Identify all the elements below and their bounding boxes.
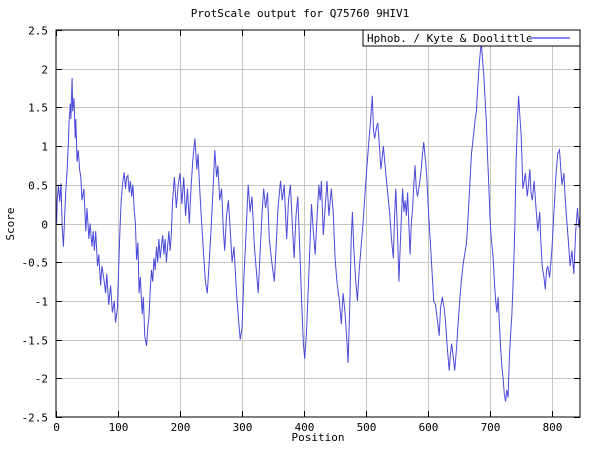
x-tick-label: 100 (109, 421, 129, 434)
y-tick-label: -2.5 (22, 412, 49, 425)
x-tick-label: 800 (543, 421, 563, 434)
y-tick-label: 1.5 (28, 102, 48, 115)
legend-label: Hphob. / Kyte & Doolittle (367, 32, 533, 45)
x-tick-label: 0 (53, 421, 60, 434)
y-tick-label: -1 (35, 296, 48, 309)
chart-title: ProtScale output for Q75760 9HIV1 (191, 7, 410, 20)
plot-border (55, 29, 581, 418)
y-tick-label: -1.5 (22, 335, 49, 348)
y-axis-label: Score (4, 207, 17, 240)
x-axis-label: Position (292, 431, 345, 444)
legend: Hphob. / Kyte & Doolittle (362, 29, 581, 47)
y-tick-label: 1 (41, 141, 48, 154)
y-tick-label: 2 (41, 64, 48, 77)
x-tick-label: 600 (419, 421, 439, 434)
y-tick-label: -0.5 (22, 257, 49, 270)
x-tick-label: 300 (233, 421, 253, 434)
y-tick-label: 2.5 (28, 25, 48, 38)
series-line-hphob-kyte-doolittle (56, 41, 581, 402)
tick-layer (56, 30, 580, 418)
x-tick-label: 200 (171, 421, 191, 434)
y-tick-label: 0.5 (28, 180, 48, 193)
y-tick-label: -2 (35, 373, 48, 386)
y-tick-label: 0 (41, 219, 48, 232)
x-tick-label: 400 (295, 421, 315, 434)
x-tick-label: 500 (357, 421, 377, 434)
series-layer (56, 41, 581, 402)
legend-box (362, 29, 581, 47)
x-tick-label: 700 (481, 421, 501, 434)
tick-label-layer: 0 100 200 300 400 500 600 700 800 -2.5 -2 -1.5 -1 -0.… (22, 25, 563, 435)
